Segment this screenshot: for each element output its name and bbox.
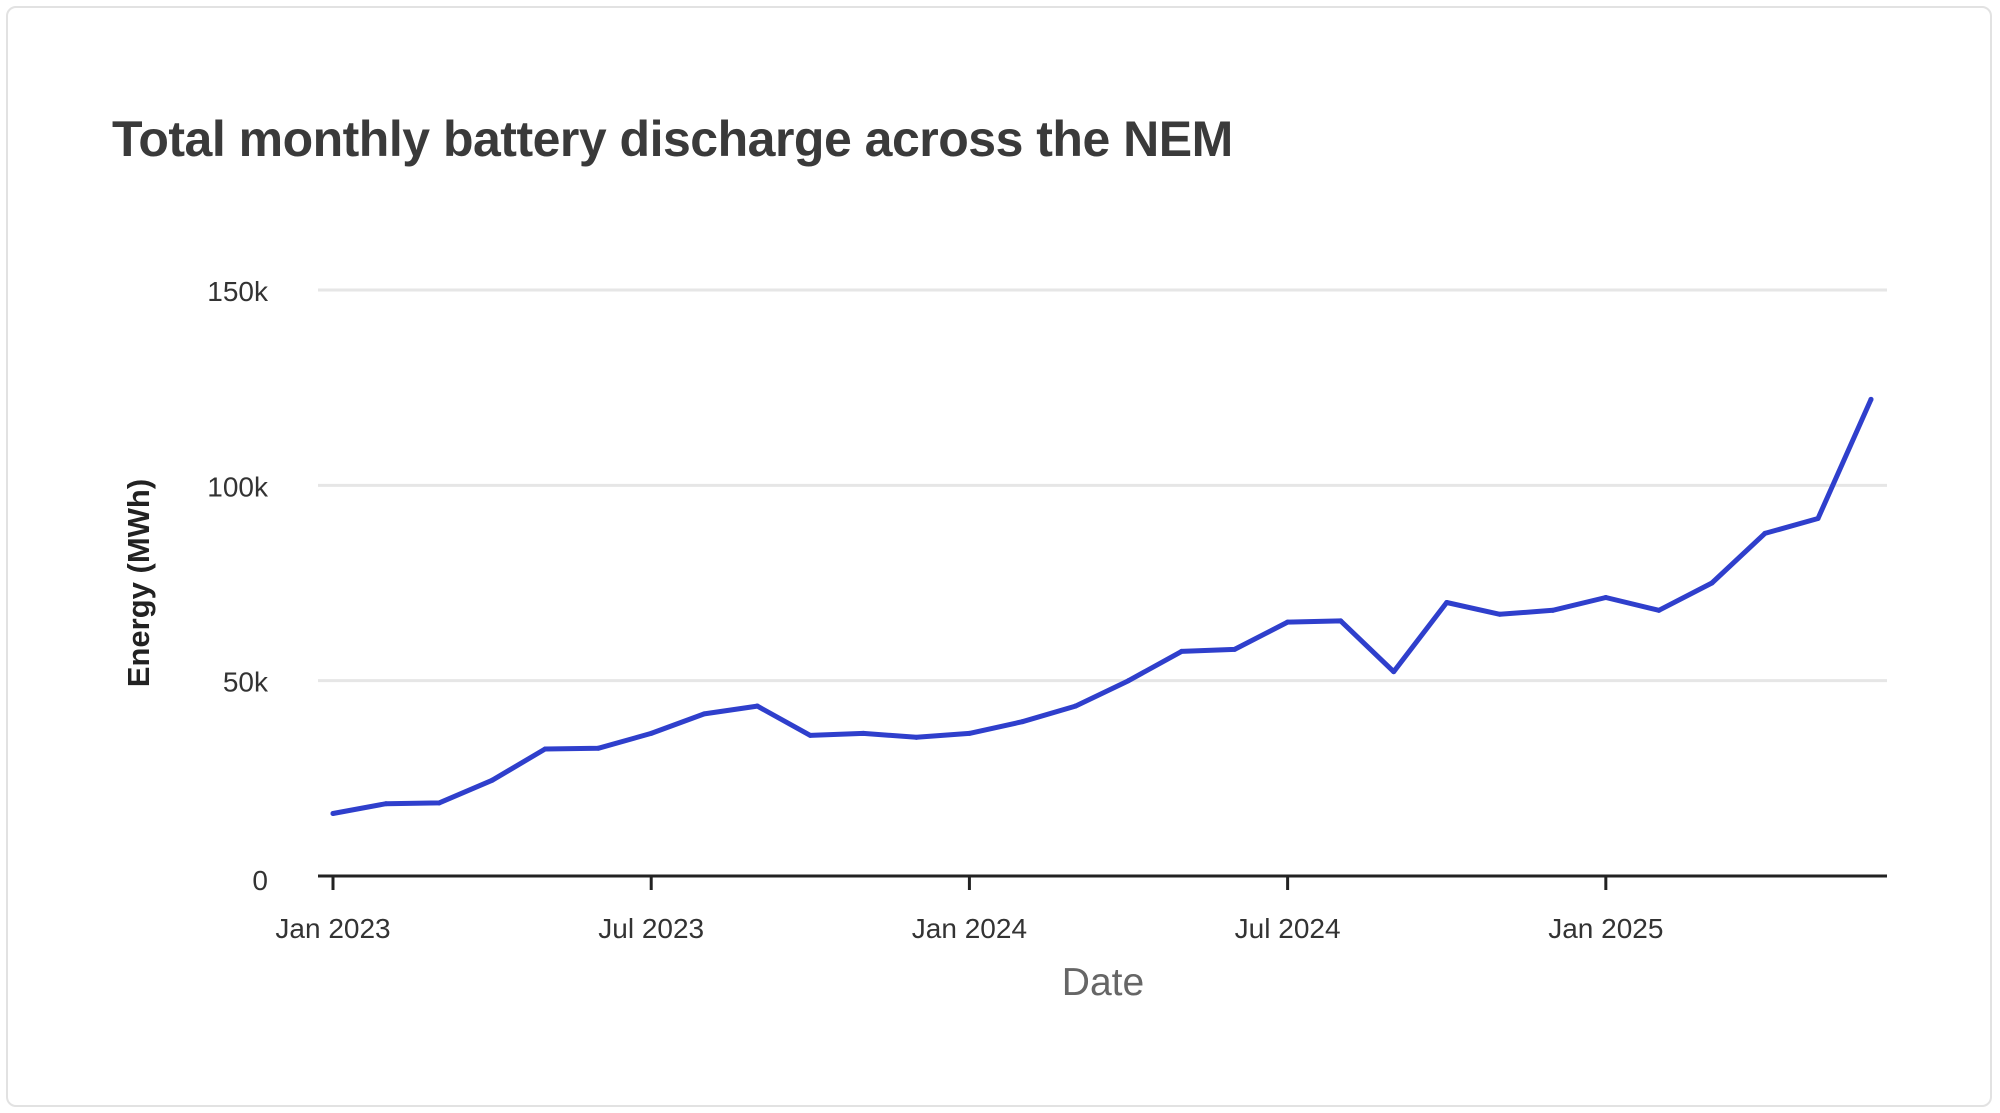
data-point bbox=[1285, 619, 1291, 625]
axes: 0 50k 100k 150k Jan 2023 Jul 2023 Jan 2024 Jul … bbox=[207, 276, 1887, 944]
data-point bbox=[1072, 703, 1078, 709]
data-point bbox=[1338, 618, 1344, 624]
data-point bbox=[1019, 719, 1025, 725]
data-point bbox=[436, 800, 442, 806]
data-point bbox=[1868, 396, 1874, 402]
data-point bbox=[807, 732, 813, 738]
y-tick-label: 100k bbox=[207, 471, 269, 502]
data-point bbox=[1603, 594, 1609, 600]
series-layer bbox=[330, 396, 1874, 816]
data-point bbox=[1762, 530, 1768, 536]
series-line bbox=[330, 396, 1874, 816]
y-tick-label: 150k bbox=[207, 276, 269, 307]
x-tick-label: Jan 2025 bbox=[1548, 913, 1663, 944]
x-tick-label: Jul 2023 bbox=[598, 913, 704, 944]
x-tick-label: Jan 2024 bbox=[912, 913, 1027, 944]
data-point bbox=[1815, 516, 1821, 522]
data-point bbox=[1126, 678, 1132, 684]
data-point bbox=[754, 703, 760, 709]
data-point bbox=[1444, 600, 1450, 606]
x-tick-label: Jul 2024 bbox=[1235, 913, 1341, 944]
chart-card bbox=[6, 6, 1992, 1107]
data-point bbox=[330, 810, 336, 816]
data-point bbox=[595, 745, 601, 751]
data-point bbox=[860, 730, 866, 736]
data-point bbox=[1497, 611, 1503, 617]
y-tick-label: 0 bbox=[252, 865, 268, 896]
gridlines bbox=[318, 288, 1887, 683]
data-point bbox=[913, 734, 919, 740]
data-point bbox=[1232, 646, 1238, 652]
data-point bbox=[489, 777, 495, 783]
chart-title: Total monthly battery discharge across t… bbox=[112, 111, 1233, 167]
y-tick-label: 50k bbox=[223, 667, 269, 698]
data-point bbox=[1391, 669, 1397, 675]
data-point bbox=[542, 746, 548, 752]
data-point bbox=[1179, 648, 1185, 654]
data-point bbox=[966, 730, 972, 736]
x-tick-label: Jan 2023 bbox=[275, 913, 390, 944]
data-point bbox=[383, 801, 389, 807]
data-point bbox=[701, 711, 707, 717]
y-axis-title: Energy (MWh) bbox=[121, 479, 156, 687]
data-point bbox=[1550, 607, 1556, 613]
data-point bbox=[648, 730, 654, 736]
data-point bbox=[1709, 580, 1715, 586]
x-axis-title: Date bbox=[1062, 961, 1144, 1004]
data-point bbox=[1656, 607, 1662, 613]
